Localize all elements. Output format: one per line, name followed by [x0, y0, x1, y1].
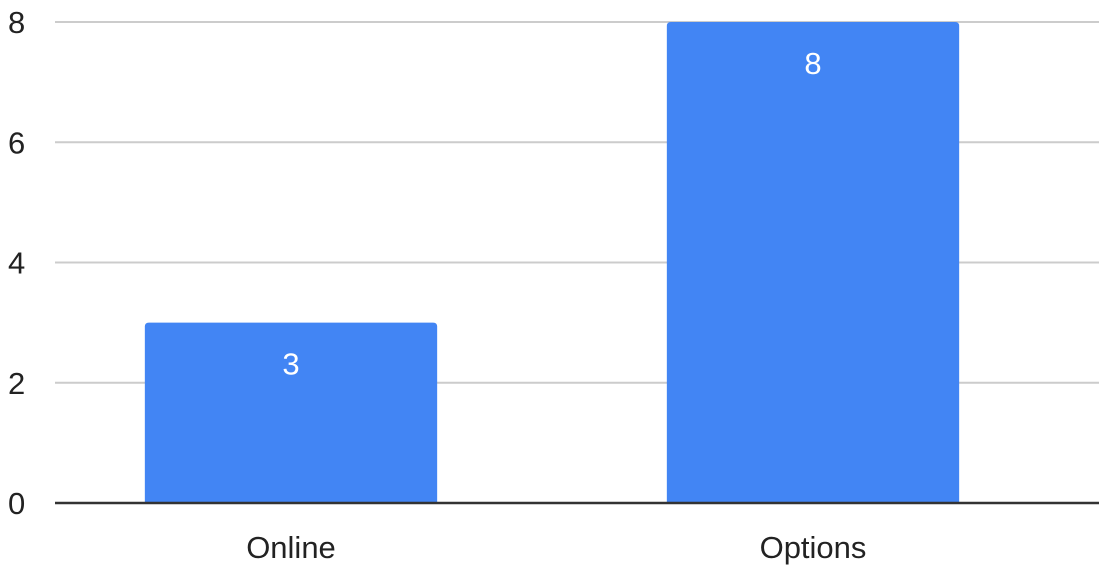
bar-online: [144, 322, 438, 503]
labels: 0 2 4 6 8 3 Online 8 Options: [8, 5, 866, 565]
y-tick-label-0: 0: [8, 486, 25, 521]
y-tick-label-4: 4: [8, 246, 25, 281]
bar-options: [666, 22, 960, 503]
y-tick-label-2: 2: [8, 366, 25, 401]
x-tick-label-options: Options: [760, 530, 867, 565]
x-tick-label-online: Online: [246, 530, 336, 565]
y-tick-label-8: 8: [8, 5, 25, 40]
data-label-options: 8: [804, 46, 821, 81]
y-tick-label-6: 6: [8, 125, 25, 160]
data-label-online: 3: [282, 347, 299, 382]
bars: [144, 22, 960, 503]
